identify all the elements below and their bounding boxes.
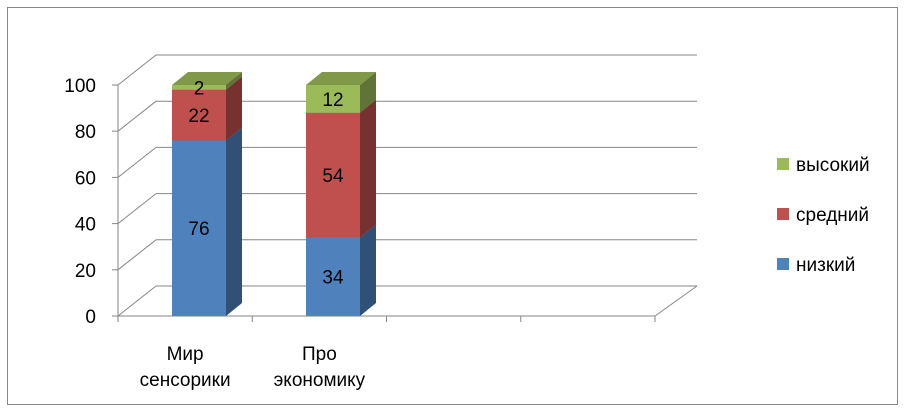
- gridline-diagonal: [117, 147, 157, 178]
- data-label: 54: [322, 166, 344, 187]
- y-tick-label: 20: [75, 261, 96, 282]
- bars: [172, 72, 376, 316]
- bar-side: [360, 99, 376, 238]
- bar-side: [360, 224, 376, 316]
- y-tick-label: 80: [75, 122, 96, 143]
- floor-right-edge: [654, 285, 698, 317]
- chart-border: [7, 7, 898, 405]
- data-label: 22: [188, 106, 209, 127]
- y-tick-label: 60: [75, 168, 96, 189]
- gridline-diagonal: [117, 239, 157, 271]
- axes: 0 20 40 60 80 100 Мир сенсорики Про экономику: [64, 76, 656, 391]
- y-tick-label: 0: [85, 307, 96, 328]
- bar-1-1: [306, 112, 360, 238]
- bar-0-1: [306, 237, 360, 316]
- x-tick-label: Мир: [167, 344, 204, 365]
- gridline-diagonal: [117, 54, 157, 86]
- legend-swatch: [777, 208, 789, 220]
- bar-0-0: [172, 140, 226, 316]
- gridline-diagonal: [117, 193, 157, 224]
- y-tick-label: 100: [64, 76, 96, 97]
- bar-2-1: [306, 85, 360, 113]
- legend: высокий средний низкий: [777, 155, 870, 276]
- legend-label: высокий: [796, 155, 870, 176]
- data-label: 12: [322, 90, 343, 111]
- bar-top: [172, 72, 242, 85]
- x-tick-label: Про: [302, 344, 337, 365]
- x-tick-label: экономику: [274, 370, 366, 391]
- data-label: 2: [194, 78, 205, 99]
- bar-2-0: [172, 85, 226, 90]
- legend-label: низкий: [796, 255, 855, 276]
- legend-swatch: [777, 258, 789, 270]
- y-tick-label: 40: [75, 215, 96, 236]
- bar-1-0: [172, 89, 226, 141]
- bar-side: [226, 76, 242, 141]
- legend-swatch: [777, 158, 789, 170]
- gridline-diagonal: [117, 285, 157, 317]
- x-tick-label: сенсорики: [140, 370, 231, 391]
- gridline-diagonal: [117, 100, 157, 132]
- bar-side: [226, 127, 242, 316]
- data-label: 76: [188, 219, 209, 240]
- bar-side: [360, 72, 376, 113]
- bar-top: [306, 72, 376, 85]
- legend-label: средний: [796, 205, 869, 226]
- data-label: 34: [322, 268, 344, 289]
- bar-side: [226, 72, 242, 90]
